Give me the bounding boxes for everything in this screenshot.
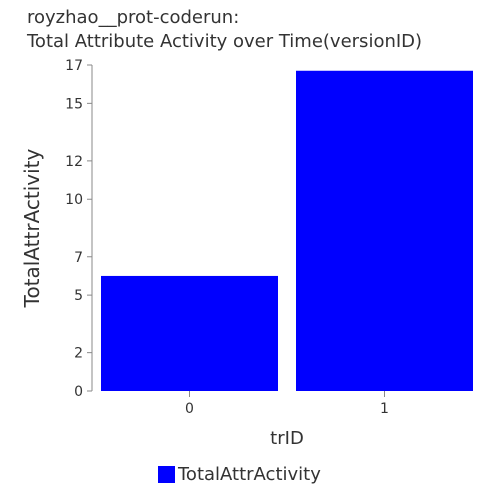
chart-title-line1: royzhao__prot-coderun:: [27, 7, 240, 28]
legend: TotalAttrActivity: [158, 464, 321, 485]
chart-title: royzhao__prot-coderun: Total Attribute A…: [27, 6, 422, 54]
bar-0: [101, 275, 278, 391]
y-axis-label: TotalAttrActivity: [20, 148, 44, 308]
y-tick-label: 17: [65, 58, 83, 74]
bars: [101, 70, 473, 392]
legend-swatch: [158, 466, 175, 483]
y-tick-label: 2: [74, 346, 83, 362]
y-tick-label: 10: [65, 192, 83, 208]
x-tick-label: 0: [185, 401, 194, 417]
chart-title-line2: Total Attribute Activity over Time(versi…: [27, 31, 423, 52]
y-axis: 0 2 5 7 10 12 15 17: [65, 58, 93, 400]
y-tick-label: 15: [65, 96, 83, 112]
x-tick-label: 1: [380, 401, 389, 417]
y-tick-label: 5: [74, 288, 83, 304]
y-tick-label: 0: [74, 384, 83, 400]
bar-1: [296, 70, 473, 392]
y-tick-label: 7: [74, 250, 83, 266]
legend-label: TotalAttrActivity: [178, 464, 321, 485]
y-tick-label: 12: [65, 154, 83, 170]
x-axis-label: trID: [270, 428, 304, 449]
